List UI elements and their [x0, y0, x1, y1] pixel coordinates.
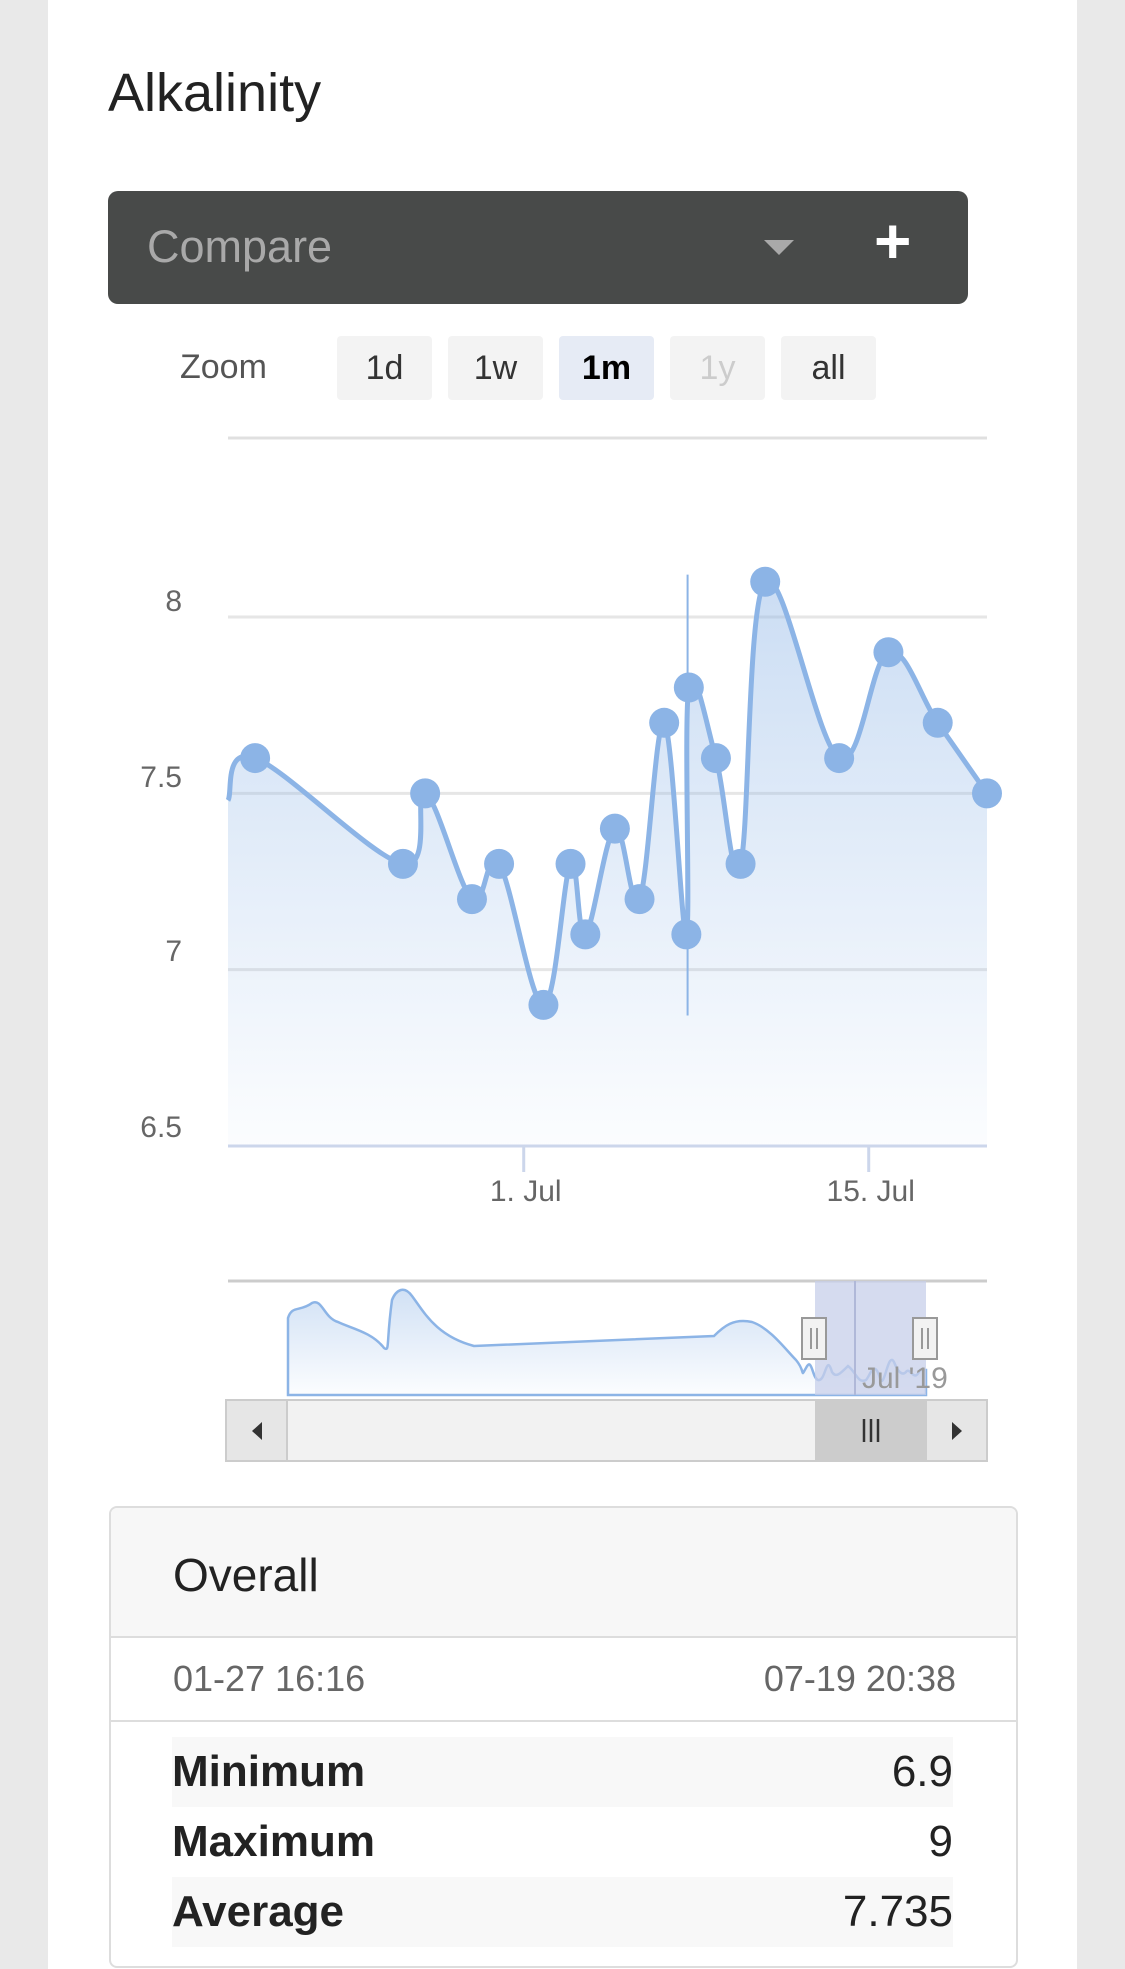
stat-value: 6.9 [891, 1747, 953, 1796]
series-area [228, 580, 987, 1146]
navigator-label: Jul '19 [862, 1362, 948, 1395]
navigator-selection-mask[interactable] [815, 1281, 926, 1395]
navigator[interactable]: Jul '19 [228, 1279, 987, 1397]
x-tick-label-15-jul: 15. Jul [827, 1175, 915, 1208]
zoom-1y-button: 1y [670, 336, 765, 400]
navigator-right-handle[interactable] [912, 1317, 938, 1360]
data-point[interactable] [624, 884, 655, 915]
y-axis-labels: 8 7.5 7 6.5 [140, 585, 182, 1144]
range-start: 01-27 16:16 [173, 1658, 366, 1699]
page-title: Alkalinity [108, 63, 322, 123]
y-tick-label-7: 7 [165, 935, 182, 968]
zoom-label: Zoom [180, 348, 267, 386]
range-end: 07-19 20:38 [763, 1658, 956, 1699]
series-points[interactable] [240, 566, 1002, 1020]
data-point[interactable] [824, 743, 855, 774]
zoom-1m-button[interactable]: 1m [559, 336, 654, 400]
stat-row-maximum: Maximum 9 [172, 1807, 953, 1877]
compare-placeholder: Compare [147, 221, 333, 272]
zoom-1d-button[interactable]: 1d [337, 336, 432, 400]
data-point[interactable] [387, 848, 418, 879]
data-point[interactable] [673, 672, 704, 703]
stats-title: Overall [173, 1549, 319, 1601]
zoom-all-button[interactable]: all [781, 336, 876, 400]
data-point[interactable] [873, 637, 904, 668]
data-point[interactable] [528, 989, 559, 1020]
data-point[interactable] [484, 848, 515, 879]
navigator-scrollbar[interactable] [225, 1399, 988, 1462]
data-point[interactable] [410, 778, 441, 809]
data-point[interactable] [671, 919, 702, 950]
data-point[interactable] [599, 813, 630, 844]
chevron-down-icon[interactable] [764, 240, 794, 255]
stat-row-average: Average 7.735 [172, 1877, 953, 1947]
right-handle-box[interactable] [912, 1317, 938, 1360]
data-point[interactable] [700, 743, 731, 774]
data-point[interactable] [972, 778, 1002, 809]
stats-panel: Overall 01-27 16:16 07-19 20:38 Minimum … [109, 1506, 1018, 1968]
data-point[interactable] [725, 848, 756, 879]
data-point[interactable] [240, 743, 271, 774]
data-point[interactable] [555, 848, 586, 879]
data-point[interactable] [750, 566, 781, 597]
compare-select[interactable]: Compare + [108, 191, 968, 304]
y-tick-label-8: 8 [165, 585, 182, 618]
data-point[interactable] [456, 884, 487, 915]
alkalinity-chart[interactable]: 8 7.5 7 6.5 1. Jul 15. Jul Jul '19 [0, 0, 1125, 1480]
stat-value: 9 [928, 1817, 953, 1866]
add-compare-button[interactable]: + [874, 205, 912, 277]
series-line[interactable] [225, 577, 990, 1008]
data-point[interactable] [570, 919, 601, 950]
chevron-left-icon [252, 1422, 262, 1440]
chevron-right-icon [952, 1422, 962, 1440]
stat-label: Average [172, 1887, 345, 1936]
stat-label: Maximum [172, 1817, 375, 1866]
stat-value: 7.735 [842, 1887, 953, 1936]
zoom-1w-button[interactable]: 1w [448, 336, 543, 400]
data-point[interactable] [649, 707, 680, 738]
y-tick-label-6-5: 6.5 [140, 1111, 182, 1144]
navigator-left-handle[interactable] [801, 1317, 827, 1360]
stat-row-minimum: Minimum 6.9 [172, 1737, 953, 1807]
stat-label: Minimum [172, 1747, 366, 1796]
y-tick-label-7-5: 7.5 [140, 761, 182, 794]
x-tick-label-1-jul: 1. Jul [490, 1175, 562, 1208]
data-point[interactable] [922, 707, 953, 738]
stats-date-range: 01-27 16:16 07-19 20:38 [111, 1638, 1016, 1722]
stats-header: Overall [111, 1508, 1016, 1638]
left-handle-box[interactable] [801, 1317, 827, 1360]
